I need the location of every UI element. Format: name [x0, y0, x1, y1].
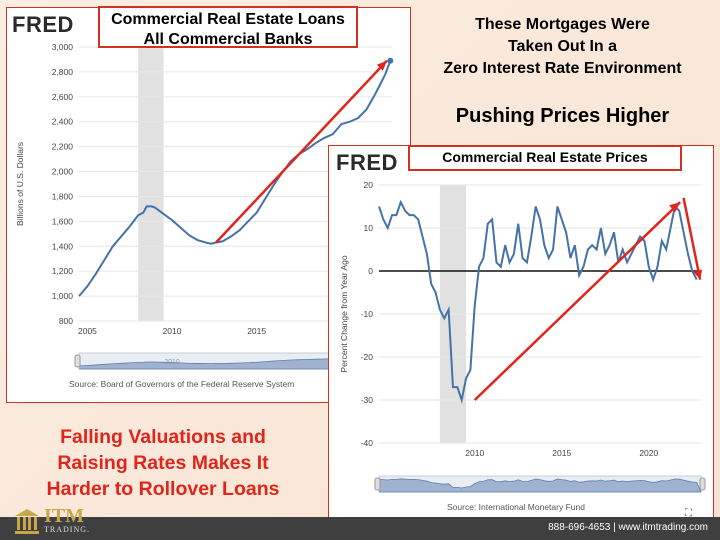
footer-contact[interactable]: 888-696-4653 | www.itmtrading.com: [548, 522, 708, 533]
x-tick-label: 2015: [247, 326, 266, 336]
y-tick-label: 2,200: [52, 142, 74, 152]
series-end-point: [387, 57, 394, 64]
footer-bar: 888-696-4653 | www.itmtrading.com: [0, 517, 720, 540]
y-tick-label: 2,600: [52, 92, 74, 102]
warning-line-1: Falling Valuations and: [60, 426, 266, 448]
slider-handle-left: [374, 477, 381, 491]
warning-text: Falling Valuations and Raising Rates Mak…: [18, 424, 308, 502]
y-tick-label: -10: [361, 309, 374, 319]
y-axis-label: Percent Change from Year Ago: [339, 255, 349, 372]
series-line: [78, 60, 392, 297]
chart1-title-callout: Commercial Real Estate Loans All Commerc…: [98, 6, 358, 48]
itm-logo: ITM TRADING.: [14, 505, 100, 535]
y-tick-label: 2,400: [52, 117, 74, 127]
y-tick-label: -30: [361, 395, 374, 405]
chart2-svg: -40 -30 -20 -10 0 10 20 2010 2015 2020 Percent Cha…: [339, 180, 706, 519]
headline: These Mortgages Were Taken Out In a Zero…: [420, 14, 705, 80]
y-tick-label: 10: [364, 223, 374, 233]
chart2-panel: -40 -30 -20 -10 0 10 20 2010 2015 2020 Percent Cha…: [328, 145, 714, 523]
y-tick-label: 1,600: [52, 216, 74, 226]
y-tick-label: 2,000: [52, 167, 74, 177]
y-tick-label: -20: [361, 352, 374, 362]
y-tick-label: 3,000: [52, 42, 74, 52]
y-tick-label: 1,200: [52, 266, 74, 276]
logo-sub-text: TRADING.: [44, 525, 90, 534]
building-icon: [15, 509, 39, 534]
fred-logo-chart1: FRED: [12, 12, 74, 37]
fullscreen-icon: ⛶: [684, 508, 693, 519]
source-note: Source: Board of Governors of the Federa…: [69, 379, 294, 389]
slider-label: 2010: [164, 359, 180, 366]
chart2-title-callout: Commercial Real Estate Prices: [408, 145, 682, 171]
series-line: [378, 199, 698, 404]
y-tick-label: 1,400: [52, 241, 74, 251]
subheadline: Pushing Prices Higher: [455, 105, 670, 127]
trend-arrow-head: [376, 60, 387, 71]
y-tick-label: 0: [368, 266, 373, 276]
headline-line-3: Zero Interest Rate Environment: [443, 60, 682, 77]
warning-line-3: Harder to Rollover Loans: [46, 478, 280, 500]
fall-arrow: [682, 197, 702, 280]
rise-arrow-head: [669, 202, 681, 213]
trend-arrow: [215, 59, 388, 244]
range-slider-preview: [378, 478, 702, 493]
y-tick-label: 1,000: [52, 291, 74, 301]
recession-band: [138, 47, 164, 321]
x-tick-label: 2010: [163, 326, 182, 336]
warning-line-2: Raising Rates Makes It: [57, 452, 269, 474]
headline-line-2: Taken Out In a: [507, 38, 618, 55]
source-note: Source: International Monetary Fund: [447, 502, 585, 512]
y-tick-label: 1,800: [52, 191, 74, 201]
slider-handle-right: [699, 477, 706, 491]
logo-main-text: ITM: [44, 505, 84, 527]
fall-arrow-head: [693, 269, 703, 280]
y-tick-label: -40: [361, 438, 374, 448]
x-tick-label: 2015: [552, 448, 571, 458]
slider-handle-left: [74, 354, 81, 368]
y-tick-label: 2,800: [52, 67, 74, 77]
y-axis-label: Billions of U.S. Dollars: [15, 142, 25, 226]
rise-arrow: [473, 201, 681, 401]
fred-logo-chart2: FRED: [336, 150, 398, 175]
y-tick-label: 800: [59, 316, 73, 326]
y-tick-label: 20: [364, 180, 374, 190]
headline-line-1: These Mortgages Were: [475, 16, 650, 33]
x-tick-label: 2010: [465, 448, 484, 458]
x-tick-label: 2020: [639, 448, 658, 458]
x-tick-label: 2005: [78, 326, 97, 336]
